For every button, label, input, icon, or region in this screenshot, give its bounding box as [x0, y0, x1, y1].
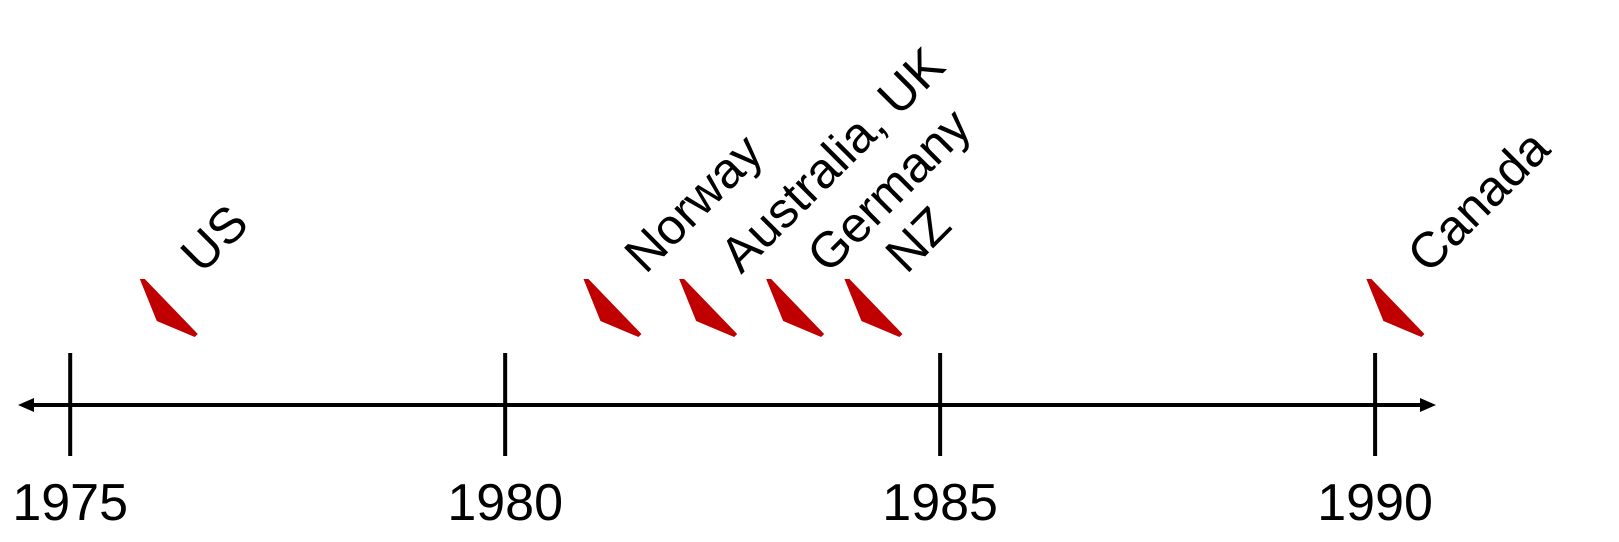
event-marker [766, 279, 825, 337]
tick-label: 1975 [12, 474, 128, 532]
tick-label: 1985 [882, 474, 998, 532]
event-marker [679, 279, 738, 337]
axis-arrow-left [18, 398, 34, 412]
event-marker [583, 279, 642, 337]
event-marker [844, 279, 903, 337]
event-marker [139, 279, 198, 337]
tick-label: 1990 [1317, 474, 1433, 532]
event-marker [1366, 279, 1425, 337]
event-label: US [170, 194, 259, 283]
event-label: Canada [1397, 119, 1561, 283]
tick-label: 1980 [447, 474, 563, 532]
axis-arrow-right [1420, 398, 1436, 412]
